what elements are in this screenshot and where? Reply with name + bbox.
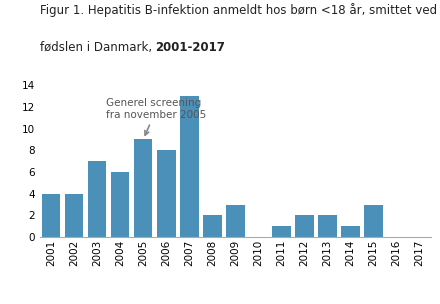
Bar [295,216,314,237]
Bar [341,226,360,237]
Bar [65,194,83,237]
Bar [88,161,106,237]
Bar [272,226,291,237]
Text: Figur 1. Hepatitis B-infektion anmeldt hos børn <18 år, smittet ved: Figur 1. Hepatitis B-infektion anmeldt h… [40,3,437,17]
Bar [318,216,337,237]
Bar [111,172,129,237]
Text: 2001-2017: 2001-2017 [155,41,225,54]
Bar [203,216,222,237]
Bar [226,205,245,237]
Bar [180,96,198,237]
Bar [364,205,383,237]
Text: Generel screening
fra november 2005: Generel screening fra november 2005 [106,98,207,135]
Text: fødslen i Danmark,: fødslen i Danmark, [40,41,155,54]
Bar [157,150,176,237]
Bar [42,194,60,237]
Bar [134,140,153,237]
